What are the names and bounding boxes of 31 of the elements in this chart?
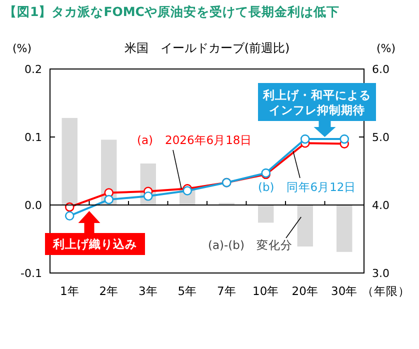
subtitle: 米国 イールドカーブ(前週比) (124, 41, 290, 55)
x-tick-label: 20年 (292, 284, 318, 298)
title: 【図1】タカ派なFOMCや原油安を受けて長期金利は低下 (4, 4, 340, 19)
y-tick-label: 0.1 (24, 131, 42, 144)
bar (297, 205, 313, 246)
x-tick-label: 7年 (216, 284, 236, 298)
x-tick-label: 5年 (178, 284, 198, 298)
point (300, 134, 310, 144)
annotation: 利上げ・和平によるインフレ抑制期待 (262, 88, 371, 117)
point (340, 134, 350, 144)
y-tick-label: -0.1 (20, 267, 42, 280)
y2-tick-label: 4.0 (372, 199, 390, 212)
x-tick-label: 10年 (252, 284, 280, 298)
bar (62, 118, 78, 205)
x-tick-label: 3年 (138, 284, 158, 298)
x-tick-label: 1年 (60, 284, 80, 298)
annotation: 利上げ織り込み (52, 237, 137, 251)
y2-axis-title: (%) (376, 42, 396, 55)
x-tick-label: 30年 (331, 284, 358, 298)
y-axis-title: (%) (12, 42, 32, 55)
y2-tick-label: 6.0 (372, 63, 390, 76)
point (104, 194, 114, 204)
x-tick-label: 2年 (99, 284, 119, 298)
y2-tick-label: 3.0 (372, 267, 390, 280)
y-tick-label: 0.0 (24, 199, 42, 212)
bar (336, 205, 352, 252)
x-axis-title: （年限） (362, 284, 410, 298)
bar (258, 205, 274, 223)
point (143, 192, 153, 201)
point (64, 211, 74, 221)
y-tick-label: 0.2 (24, 63, 42, 76)
